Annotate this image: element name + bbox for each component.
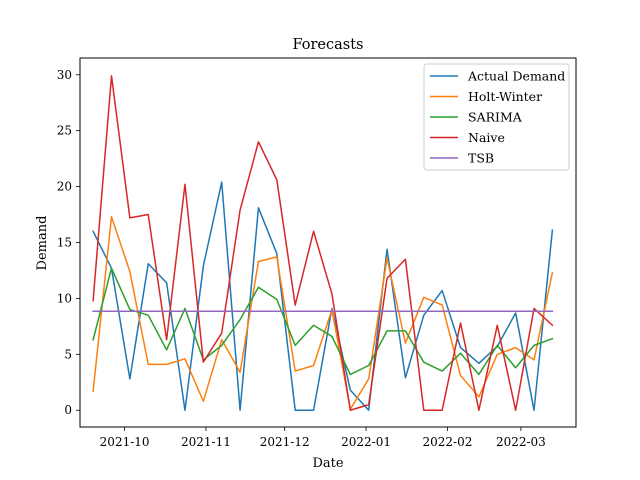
x-tick-label: 2022-03 [496, 435, 546, 449]
legend-label: Naive [468, 130, 505, 145]
x-tick-label: 2022-02 [422, 435, 472, 449]
chart-title: Forecasts [293, 37, 364, 53]
legend-box [423, 63, 570, 171]
series-line-0 [92, 181, 554, 411]
x-axis: 2021-10 2021-11 2021-12 2022-01 2022-02 2022-… [100, 427, 546, 449]
plot-area [79, 57, 577, 428]
y-tick-label: 0 [64, 403, 72, 417]
legend-label: Actual Demand [467, 69, 565, 84]
y-axis-label: Demand [35, 216, 50, 271]
legend-label: SARIMA [468, 110, 523, 125]
series-layer [92, 75, 554, 411]
y-tick-label: 5 [64, 347, 72, 361]
x-axis-label: Date [312, 456, 343, 471]
legend-label: TSB [468, 151, 494, 166]
y-tick-label: 15 [57, 236, 72, 250]
y-tick-label: 25 [57, 124, 72, 138]
x-tick-label: 2021-10 [100, 435, 150, 449]
y-tick-label: 10 [57, 291, 72, 305]
legend-label: Holt-Winter [468, 89, 542, 104]
y-tick-label: 30 [57, 68, 72, 82]
x-tick-label: 2021-12 [260, 435, 310, 449]
series-line-3 [92, 75, 554, 411]
y-axis: 0 5 10 15 20 25 30 [57, 68, 80, 417]
x-tick-label: 2022-01 [341, 435, 391, 449]
series-line-2 [92, 267, 554, 376]
legend: Actual Demand Holt-Winter SARIMA Naive TSB [423, 63, 570, 171]
x-tick-label: 2021-11 [181, 435, 231, 449]
y-tick-label: 20 [57, 180, 72, 194]
